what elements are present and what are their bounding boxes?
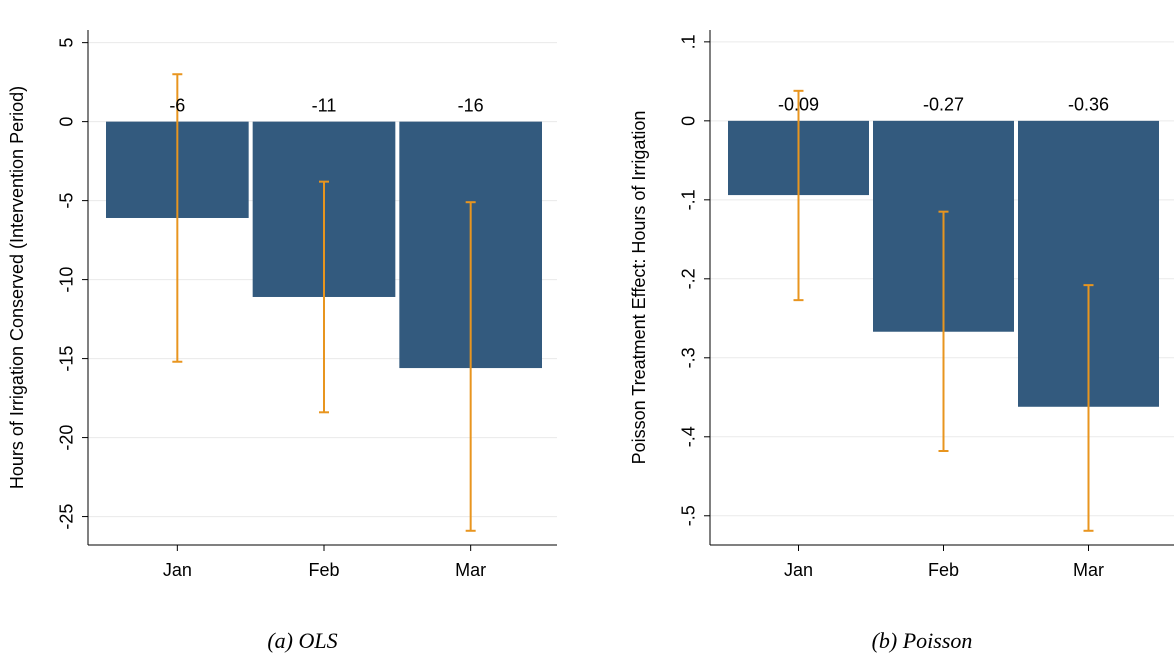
y-tick-label: -.1 xyxy=(679,189,699,210)
y-tick-label: -15 xyxy=(57,346,77,372)
caption: (b) Poisson xyxy=(872,628,973,653)
error-bar xyxy=(938,210,949,453)
x-tick-label: Feb xyxy=(928,560,959,580)
error-bar xyxy=(465,201,476,532)
y-tick-label: 0 xyxy=(57,117,77,127)
y-tick-label: -5 xyxy=(57,193,77,209)
y-tick-label: -.3 xyxy=(679,347,699,368)
value-label: -11 xyxy=(312,95,337,115)
value-label: -16 xyxy=(458,95,484,115)
x-tick-label: Jan xyxy=(163,560,192,580)
y-tick-label: -.2 xyxy=(679,268,699,289)
error-bar xyxy=(793,89,804,302)
y-tick-label: -20 xyxy=(57,425,77,451)
y-tick-label: -.4 xyxy=(679,426,699,447)
y-tick-label: 5 xyxy=(57,38,77,48)
error-bar xyxy=(319,180,329,414)
error-bar xyxy=(172,73,183,363)
value-label: -6 xyxy=(169,95,185,115)
x-tick-label: Mar xyxy=(1073,560,1104,580)
x-tick-label: Mar xyxy=(455,560,486,580)
y-tick-label: -10 xyxy=(57,267,77,293)
value-label: -0.36 xyxy=(1068,95,1109,115)
error-bar xyxy=(1083,284,1094,532)
y-tick-label: -.5 xyxy=(679,505,699,526)
y-axis-title: Poisson Treatment Effect: Hours of Irrig… xyxy=(629,111,649,465)
y-tick-label: -25 xyxy=(57,504,77,530)
x-tick-label: Jan xyxy=(784,560,813,580)
x-tick-label: Feb xyxy=(308,560,339,580)
value-label: -0.27 xyxy=(923,95,964,115)
value-label: -0.09 xyxy=(778,95,819,115)
y-tick-label: 0 xyxy=(679,116,699,126)
caption: (a) OLS xyxy=(267,628,337,653)
y-axis-title: Hours of Irrigation Conserved (Intervent… xyxy=(7,86,27,489)
y-tick-label: .1 xyxy=(679,34,699,49)
